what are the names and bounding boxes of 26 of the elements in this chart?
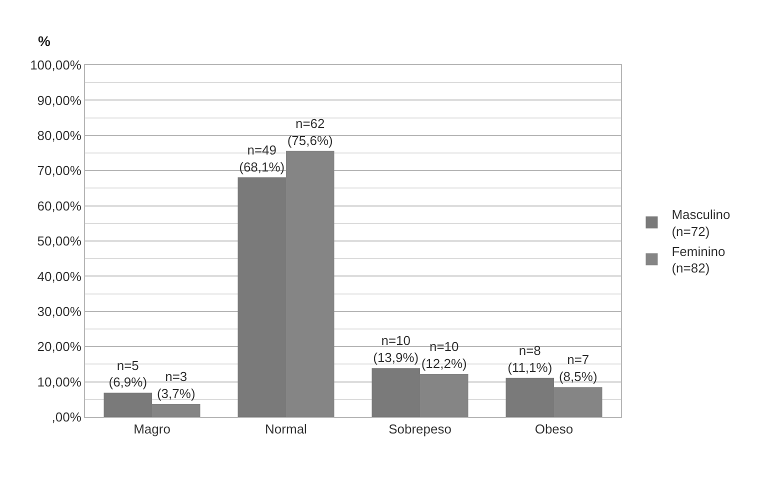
y-tick-label: 20,00% (37, 339, 82, 354)
y-tick-label: 40,00% (37, 268, 82, 284)
y-tick-label: 60,00% (37, 198, 82, 214)
x-tick-label: Magro (134, 422, 170, 437)
legend-label: Masculino (n=72) (672, 207, 730, 239)
y-tick-label: 80,00% (37, 128, 82, 143)
data-label: n=10 (12,2%) (421, 339, 467, 372)
data-label: n=49 (68,1%) (239, 142, 285, 174)
y-tick-label: 30,00% (37, 304, 82, 319)
data-label: n=8 (11,1%) (508, 343, 552, 375)
data-label: n=5 (6,9%) (108, 358, 148, 390)
data-label: n=10 (13,9%) (373, 333, 419, 366)
y-tick-label: 50,00% (37, 234, 82, 249)
data-label: n=62 (75,6%) (287, 116, 333, 148)
y-tick-label: 100,00% (30, 58, 82, 73)
y-tick-label: ,00% (52, 410, 82, 425)
legend-label: Feminino (n=82) (672, 244, 726, 276)
x-tick-label: Sobrepeso (388, 422, 452, 437)
y-tick-label: 70,00% (37, 163, 82, 178)
y-tick-label: 90,00% (37, 92, 82, 108)
data-label: n=3 (3,7%) (156, 369, 196, 401)
x-tick-label: Obeso (534, 422, 574, 437)
x-tick-label: Normal (265, 422, 308, 437)
data-label: n=7 (8,5%) (558, 352, 598, 384)
y-tick-label: 10,00% (37, 374, 82, 390)
y-axis-title: % (38, 33, 51, 49)
